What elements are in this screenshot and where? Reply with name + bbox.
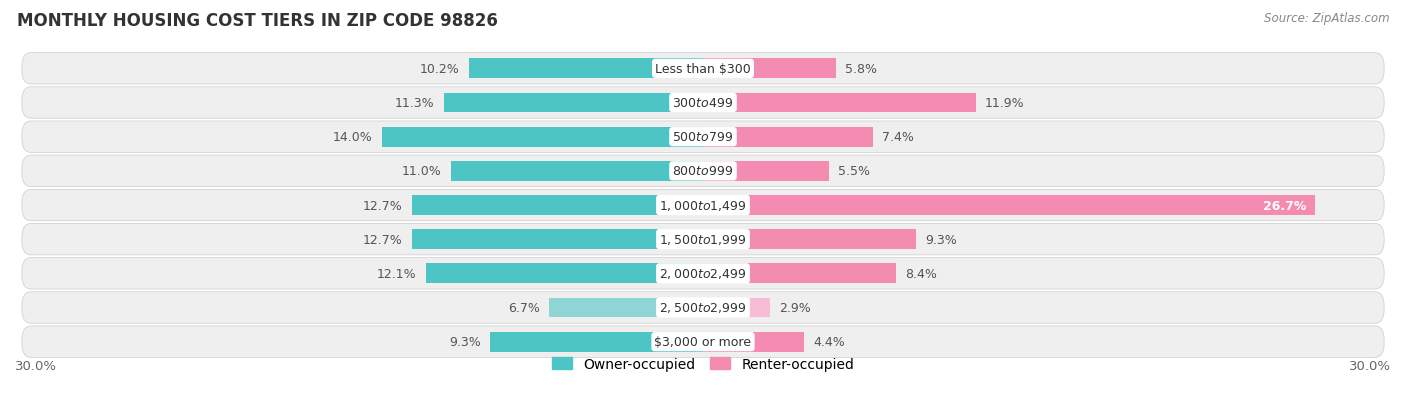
- Bar: [703, 128, 873, 147]
- Text: 11.3%: 11.3%: [395, 97, 434, 110]
- Legend: Owner-occupied, Renter-occupied: Owner-occupied, Renter-occupied: [546, 351, 860, 377]
- Text: 14.0%: 14.0%: [333, 131, 373, 144]
- Text: Less than $300: Less than $300: [655, 63, 751, 76]
- FancyBboxPatch shape: [22, 122, 1384, 153]
- Text: Source: ZipAtlas.com: Source: ZipAtlas.com: [1264, 12, 1389, 25]
- Bar: [550, 298, 703, 318]
- Bar: [703, 264, 896, 284]
- Text: 30.0%: 30.0%: [15, 359, 58, 372]
- Text: 5.5%: 5.5%: [838, 165, 870, 178]
- Text: $1,000 to $1,499: $1,000 to $1,499: [659, 199, 747, 212]
- Bar: [451, 161, 703, 181]
- Text: 4.4%: 4.4%: [813, 335, 845, 348]
- Text: 7.4%: 7.4%: [882, 131, 914, 144]
- Text: $3,000 or more: $3,000 or more: [655, 335, 751, 348]
- FancyBboxPatch shape: [22, 54, 1384, 85]
- Text: 9.3%: 9.3%: [925, 233, 957, 246]
- Text: 2.9%: 2.9%: [779, 301, 810, 314]
- Bar: [412, 230, 703, 249]
- Bar: [412, 196, 703, 216]
- FancyBboxPatch shape: [22, 190, 1384, 221]
- Text: 8.4%: 8.4%: [905, 267, 936, 280]
- Text: 10.2%: 10.2%: [420, 63, 460, 76]
- Text: $1,500 to $1,999: $1,500 to $1,999: [659, 233, 747, 247]
- Text: 12.7%: 12.7%: [363, 199, 402, 212]
- Bar: [703, 230, 917, 249]
- Bar: [444, 93, 703, 113]
- Bar: [426, 264, 703, 284]
- Bar: [382, 128, 703, 147]
- Bar: [489, 332, 703, 352]
- Bar: [703, 161, 830, 181]
- Text: 26.7%: 26.7%: [1263, 199, 1306, 212]
- Bar: [703, 332, 804, 352]
- Text: 30.0%: 30.0%: [1348, 359, 1391, 372]
- FancyBboxPatch shape: [22, 88, 1384, 119]
- Bar: [703, 196, 1316, 216]
- Text: 6.7%: 6.7%: [509, 301, 540, 314]
- FancyBboxPatch shape: [22, 326, 1384, 358]
- Text: $800 to $999: $800 to $999: [672, 165, 734, 178]
- Text: 11.0%: 11.0%: [402, 165, 441, 178]
- Text: 12.7%: 12.7%: [363, 233, 402, 246]
- Text: $2,000 to $2,499: $2,000 to $2,499: [659, 267, 747, 281]
- FancyBboxPatch shape: [22, 156, 1384, 187]
- Text: $300 to $499: $300 to $499: [672, 97, 734, 110]
- FancyBboxPatch shape: [22, 292, 1384, 323]
- FancyBboxPatch shape: [22, 224, 1384, 255]
- Text: 11.9%: 11.9%: [986, 97, 1025, 110]
- Text: MONTHLY HOUSING COST TIERS IN ZIP CODE 98826: MONTHLY HOUSING COST TIERS IN ZIP CODE 9…: [17, 12, 498, 30]
- Text: 12.1%: 12.1%: [377, 267, 416, 280]
- Text: $2,500 to $2,999: $2,500 to $2,999: [659, 301, 747, 315]
- Text: $500 to $799: $500 to $799: [672, 131, 734, 144]
- Bar: [703, 298, 769, 318]
- Text: 5.8%: 5.8%: [845, 63, 877, 76]
- Bar: [703, 59, 837, 79]
- FancyBboxPatch shape: [22, 258, 1384, 290]
- Text: 9.3%: 9.3%: [449, 335, 481, 348]
- Bar: [703, 93, 976, 113]
- Bar: [470, 59, 703, 79]
